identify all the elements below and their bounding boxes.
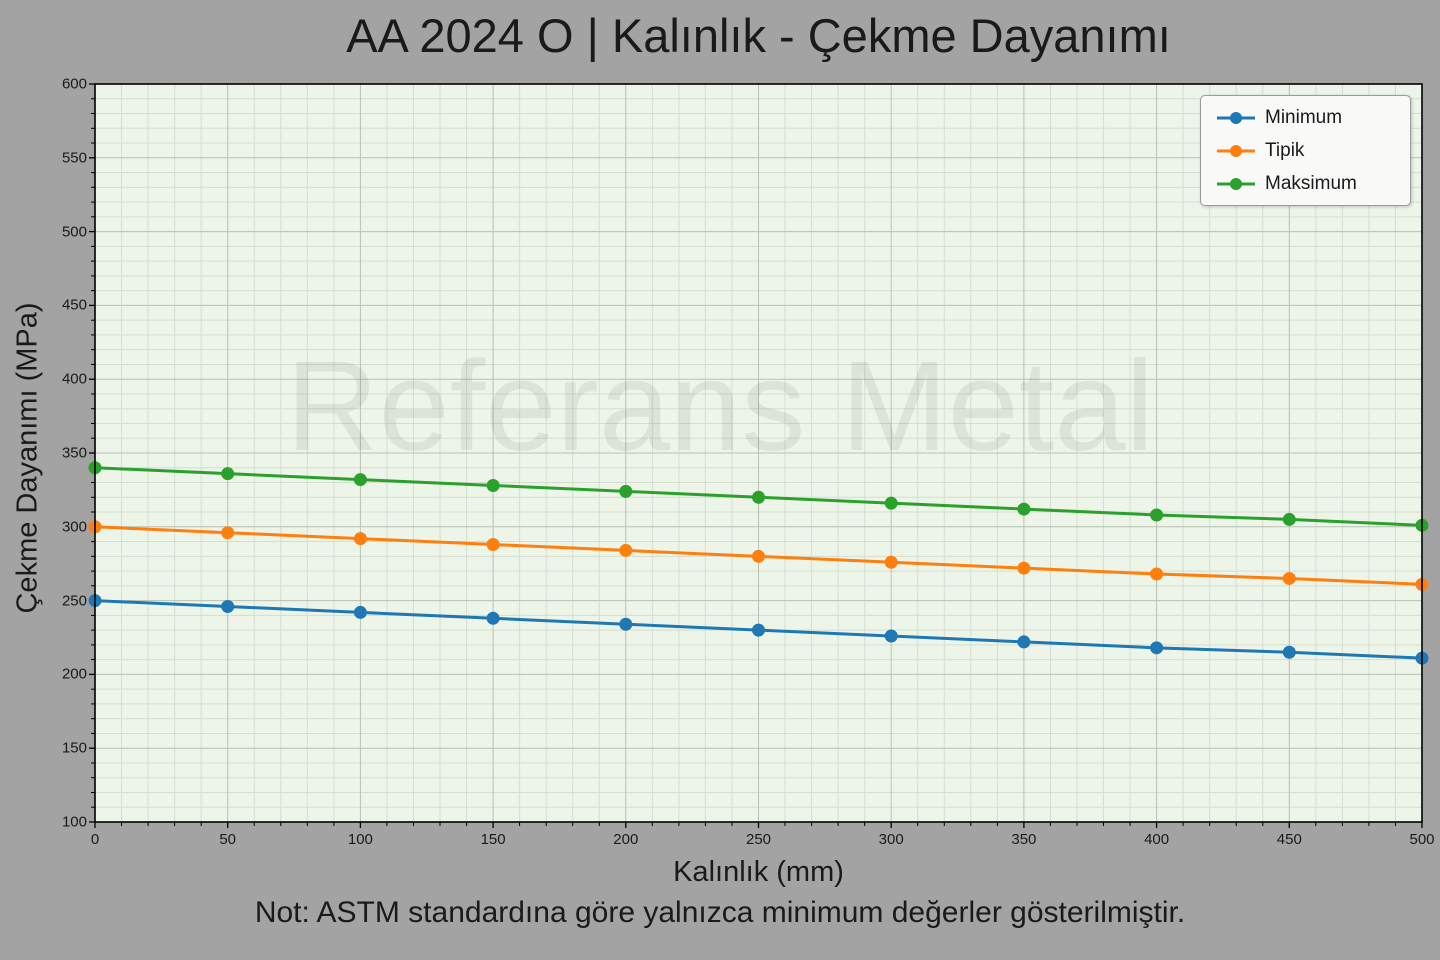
svg-text:Referans Metal: Referans Metal xyxy=(286,335,1154,478)
